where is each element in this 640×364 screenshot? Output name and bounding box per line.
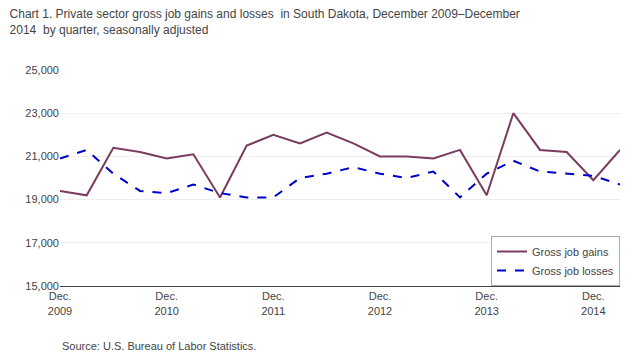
svg-text:19,000: 19,000	[25, 193, 59, 205]
svg-text:Dec.2012: Dec.2012	[368, 290, 392, 316]
svg-text:Gross job gains: Gross job gains	[532, 246, 609, 258]
svg-text:15,000: 15,000	[25, 280, 59, 292]
svg-text:Dec.2014: Dec.2014	[581, 290, 605, 316]
svg-text:21,000: 21,000	[25, 150, 59, 162]
svg-text:Source: U.S. Bureau of Labor S: Source: U.S. Bureau of Labor Statistics.	[62, 340, 256, 352]
svg-text:Dec.2011: Dec.2011	[262, 290, 286, 316]
svg-text:Dec.2009: Dec.2009	[48, 290, 72, 316]
svg-text:25,000: 25,000	[25, 64, 59, 76]
svg-text:17,000: 17,000	[25, 237, 59, 249]
svg-text:Chart 1. Private sector gross: Chart 1. Private sector gross job gains …	[10, 7, 520, 37]
svg-text:23,000: 23,000	[25, 107, 59, 119]
svg-text:Gross job losses: Gross job losses	[532, 265, 614, 277]
svg-text:Dec.2013: Dec.2013	[474, 290, 498, 316]
svg-text:Dec.2010: Dec.2010	[154, 290, 178, 316]
